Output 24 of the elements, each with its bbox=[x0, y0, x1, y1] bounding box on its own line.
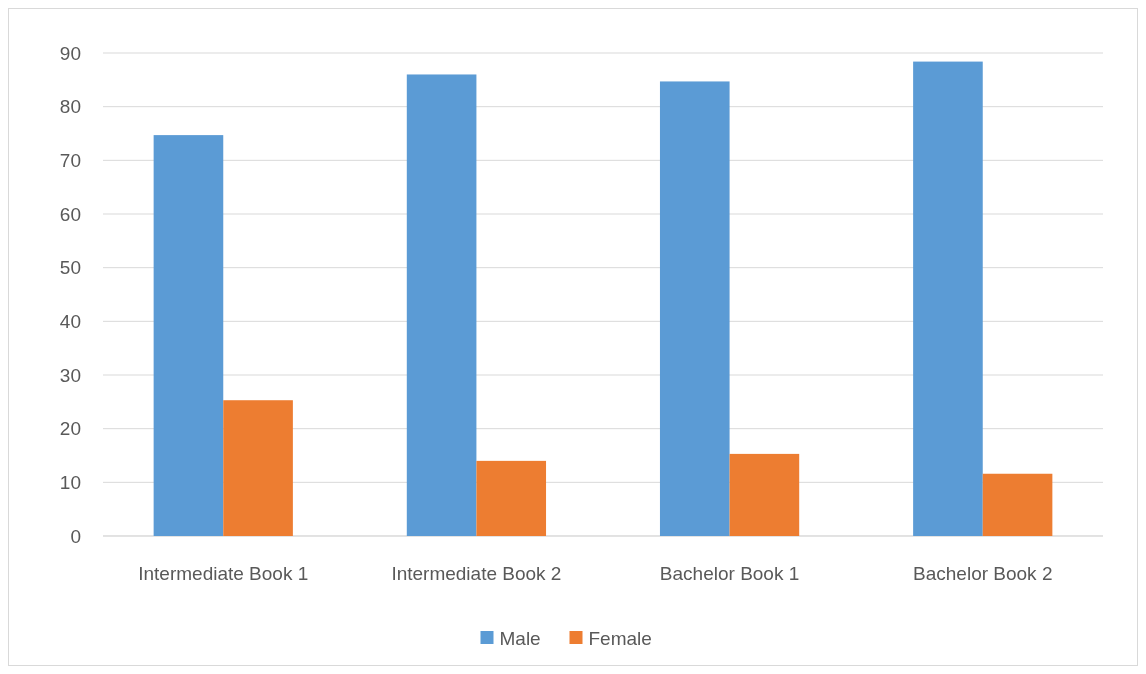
legend-label: Male bbox=[499, 627, 541, 649]
y-tick-label: 0 bbox=[70, 525, 81, 547]
x-tick-label: Bachelor Book 2 bbox=[913, 563, 1053, 584]
x-tick-label: Bachelor Book 1 bbox=[659, 563, 800, 584]
y-tick-label: 50 bbox=[59, 257, 81, 279]
bar bbox=[659, 81, 730, 536]
bar bbox=[913, 61, 983, 536]
bar bbox=[153, 135, 224, 536]
x-tick-label: Intermediate Book 2 bbox=[391, 563, 562, 584]
y-tick-label: 60 bbox=[59, 203, 81, 225]
y-tick-label: 20 bbox=[59, 418, 81, 440]
bar bbox=[982, 473, 1053, 536]
y-tick-label: 40 bbox=[59, 310, 81, 332]
y-tick-label: 10 bbox=[59, 471, 81, 493]
y-tick-label: 80 bbox=[59, 96, 81, 118]
x-tick-label: Intermediate Book 1 bbox=[138, 563, 309, 584]
y-tick-label: 90 bbox=[59, 42, 81, 64]
y-tick-label: 70 bbox=[59, 149, 81, 171]
bar bbox=[223, 400, 293, 536]
bar bbox=[406, 74, 477, 536]
legend-label: Female bbox=[588, 627, 652, 649]
bar bbox=[729, 453, 800, 536]
y-tick-label: 30 bbox=[59, 364, 81, 386]
bar bbox=[476, 460, 547, 536]
